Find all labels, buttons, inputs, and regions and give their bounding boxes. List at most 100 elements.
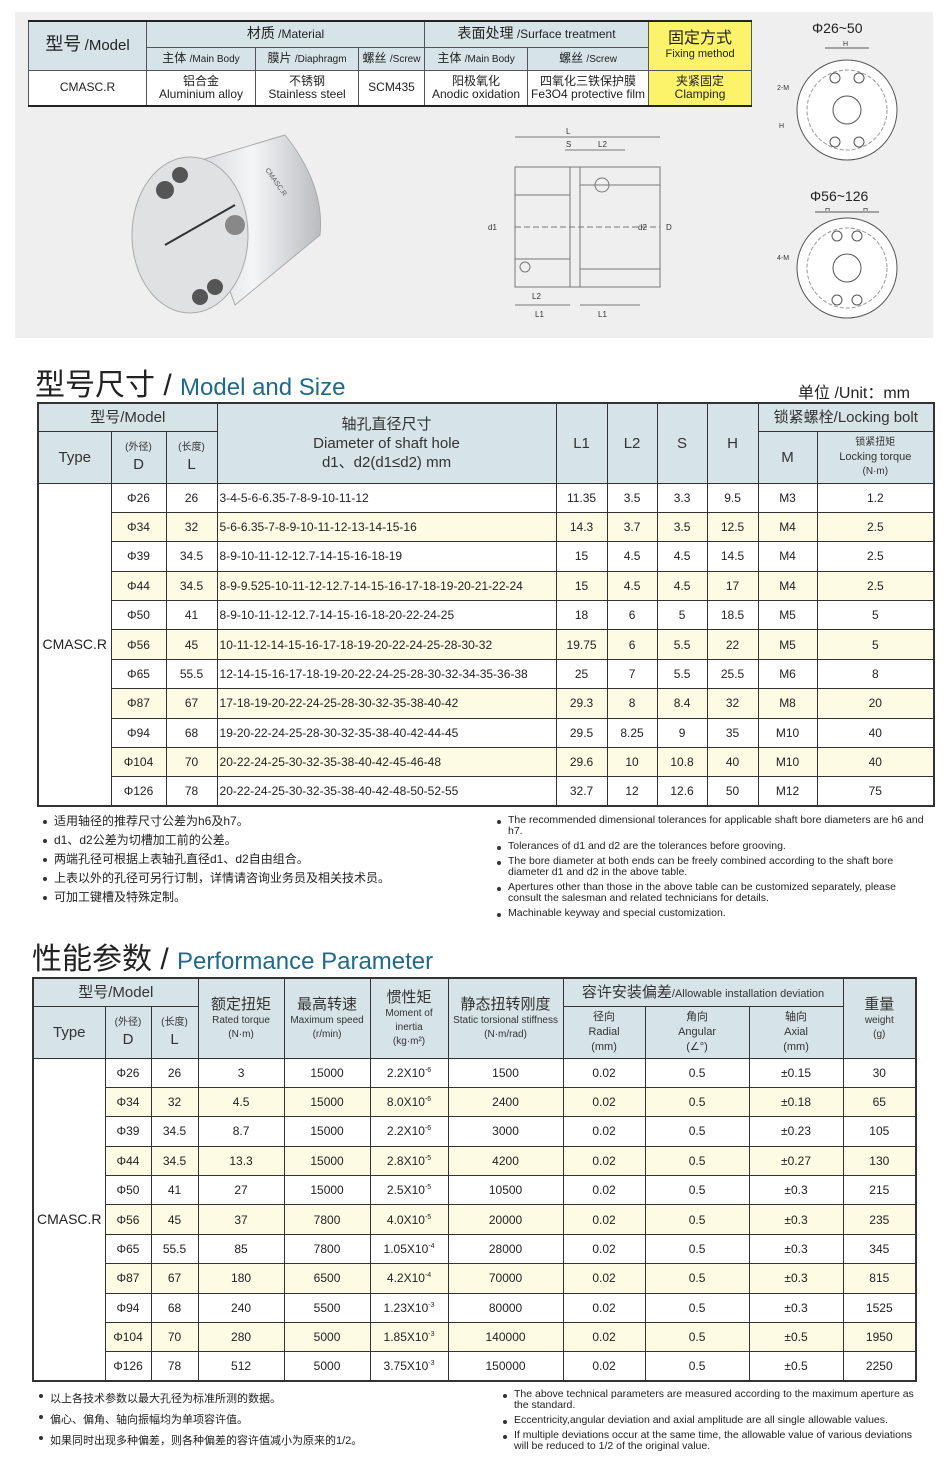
model-header: 型号/Model [32, 977, 199, 1007]
L1-cell: 18 [555, 600, 608, 631]
L-cell: 34.5 [150, 1116, 199, 1147]
D-cell: Φ50 [110, 600, 167, 631]
M-cell: M3 [757, 482, 818, 513]
inertia-cell: 2.2X10-6 [369, 1116, 449, 1147]
stiffness-cell: 70000 [447, 1263, 564, 1294]
M-header: M [757, 430, 818, 484]
L1-cell: 15 [555, 541, 608, 572]
axial-cell: ±0.15 [748, 1057, 844, 1088]
label-d2: d2 [638, 223, 647, 232]
label-d1: d1 [488, 223, 497, 232]
S-header: S [656, 402, 708, 484]
perf-notes-en: The above technical parameters are measu… [500, 1389, 920, 1456]
inertia-cell: 1.23X10-3 [369, 1292, 449, 1324]
inertia-cell: 4.2X10-4 [369, 1263, 449, 1294]
L-cell: 34.5 [165, 541, 218, 572]
L2-cell: 3.7 [606, 511, 658, 543]
inertia-exponent: -6 [424, 1096, 432, 1104]
type-header: Type [37, 430, 112, 484]
L2-header: L2 [606, 402, 658, 484]
bore-sizes-cell: 10-11-12-14-15-16-17-18-19-20-22-24-25-2… [216, 629, 557, 660]
stiffness-cell: 20000 [447, 1204, 564, 1235]
L-cell: 70 [165, 747, 218, 778]
note-item: Tolerances of d1 and d2 are the toleranc… [494, 841, 924, 852]
note-item: The above technical parameters are measu… [500, 1389, 920, 1411]
radial-cell: 0.02 [562, 1145, 646, 1177]
D-cell: Φ104 [110, 747, 167, 778]
type-cell: CMASC.R [37, 482, 112, 807]
D-cell: Φ126 [110, 776, 167, 807]
S-cell: 3.5 [656, 511, 708, 543]
inertia-exponent: -3 [428, 1331, 435, 1339]
torque-cell: 2.5 [816, 570, 935, 602]
inertia-exponent: -6 [424, 1066, 432, 1074]
L2-cell: 8.25 [606, 717, 658, 749]
table-row: Φ94 68 19-20-22-24-25-28-30-32-35-38-40-42… [38, 717, 935, 749]
model-value: CMASC.R [28, 69, 147, 107]
end-view-large: H H 4-M [777, 208, 898, 319]
torque-header: 锁紧扭矩 Locking torque (N·m) [816, 430, 935, 484]
bore-sizes-cell: 17-18-19-20-22-24-25-28-30-32-35-38-40-4… [216, 688, 557, 719]
rated-torque-cell: 280 [197, 1322, 285, 1353]
weight-cell: 235 [842, 1204, 917, 1235]
D-cell: Φ104 [104, 1322, 152, 1353]
D-header: (外径) D [110, 430, 167, 484]
L-cell: 26 [150, 1057, 199, 1088]
fixing-header: 固定方式 Fixing method [648, 20, 753, 71]
angular-cell: 0.5 [644, 1086, 750, 1118]
angular-cell: 0.5 [644, 1116, 750, 1147]
end-view-small: H 2-M H [777, 41, 898, 161]
note-item: The recommended dimensional tolerances f… [494, 815, 924, 837]
angular-header: 角向 Angular (∠°) [644, 1005, 750, 1059]
D-cell: Φ87 [110, 688, 167, 719]
axial-cell: ±0.3 [748, 1204, 844, 1235]
H-cell: 22 [706, 629, 759, 660]
S-cell: 9 [656, 717, 708, 749]
label-H-large-1: H [825, 208, 830, 213]
L1-cell: 29.6 [555, 747, 608, 778]
screw-material: SCM435 [357, 69, 426, 107]
M-cell: M4 [757, 541, 818, 572]
H-cell: 50 [706, 776, 759, 807]
S-cell: 5.5 [656, 658, 708, 690]
weight-cell: 105 [842, 1116, 917, 1147]
L2-cell: 6 [606, 600, 658, 631]
diaphragm-material: 不锈钢 Stainless steel [255, 69, 359, 107]
max-speed-cell: 5000 [283, 1351, 371, 1382]
weight-cell: 130 [842, 1145, 917, 1177]
table-row: Φ56 45 10-11-12-14-15-16-17-18-19-20-22-24… [38, 629, 935, 660]
H-cell: 35 [706, 717, 759, 749]
table-row: Φ50 41 27 15000 2.5X10-5 10500 0.02 0.5 ±0.3 215 [33, 1175, 917, 1206]
L2-cell: 3.5 [606, 482, 658, 513]
stiffness-cell: 80000 [447, 1292, 564, 1324]
body-material: 铝合金 Aluminium alloy [146, 69, 256, 107]
rated-torque-cell: 512 [197, 1351, 285, 1382]
S-cell: 8.4 [656, 688, 708, 719]
H-cell: 18.5 [706, 600, 759, 631]
M-cell: M10 [757, 717, 818, 749]
label-H-large-2: H [863, 208, 868, 213]
inertia-base: 1.85X10 [383, 1330, 429, 1345]
max-speed-cell: 15000 [283, 1175, 371, 1206]
bore-sizes-cell: 3-4-5-6-6.35-7-8-9-10-11-12 [216, 482, 557, 513]
angular-cell: 0.5 [644, 1204, 750, 1235]
angular-cell: 0.5 [644, 1351, 750, 1382]
L2-cell: 8 [606, 688, 658, 719]
M-cell: M5 [757, 629, 818, 660]
torque-cell: 2.5 [816, 511, 935, 543]
D-cell: Φ94 [110, 717, 167, 749]
L-header: (长度) L [165, 430, 218, 484]
diaphragm-header: 膜片 /Diaphragm [255, 46, 359, 71]
label-S: S [566, 140, 571, 149]
L-cell: 70 [150, 1322, 199, 1353]
note-item: 上表以外的孔径可另行订制，详情请咨询业务员及相关技术员。 [40, 872, 480, 885]
inertia-cell: 3.75X10-3 [369, 1351, 449, 1382]
note-item: Apertures other than those in the above … [494, 882, 924, 904]
S-cell: 4.5 [656, 541, 708, 572]
D-cell: Φ39 [104, 1116, 152, 1147]
D-cell: Φ44 [110, 570, 167, 602]
L-cell: 45 [165, 629, 218, 660]
model-header: 型号/Model [37, 402, 218, 432]
torque-cell: 1.2 [816, 482, 935, 513]
L-cell: 32 [150, 1086, 199, 1118]
